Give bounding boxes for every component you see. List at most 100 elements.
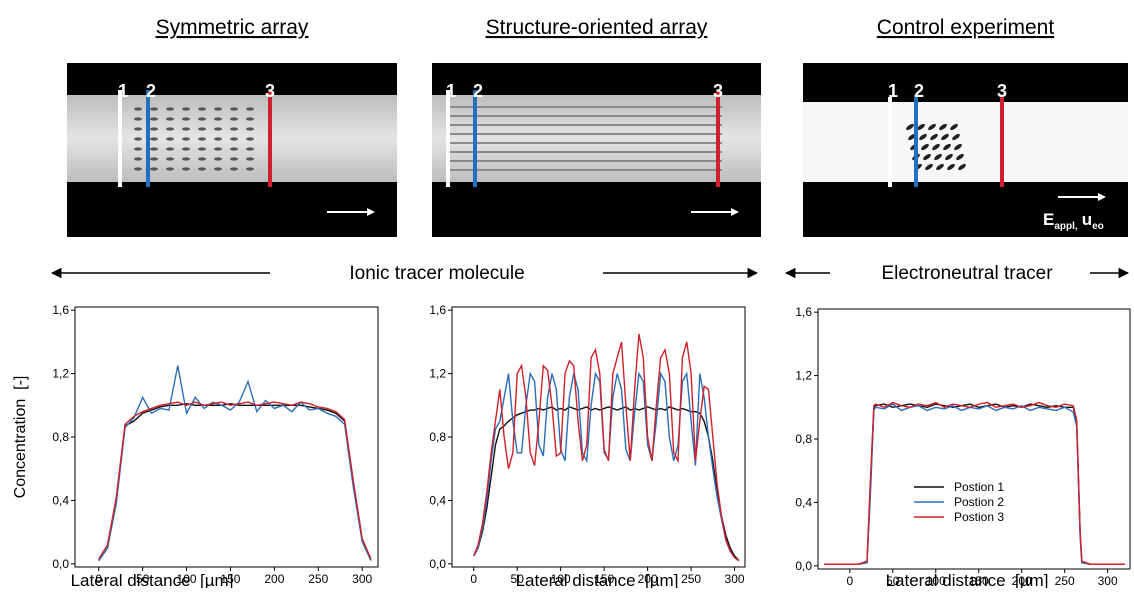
pillar [214,107,222,111]
x-tick-label: 150 [594,572,614,586]
x-tick-label: 150 [220,572,240,586]
pillar [928,123,936,131]
pillar [908,133,916,141]
flow-arrow-head [1098,193,1106,201]
series-line [98,401,372,560]
y-tick-label: 0,4 [795,495,812,509]
plot-frame [817,308,1131,570]
x-tick-label: 200 [1012,574,1032,588]
pillar [198,107,206,111]
pillar [134,117,142,121]
x-tick-label: 250 [681,572,701,586]
x-tick-label: 50 [136,572,150,586]
x-tick-label: 250 [1055,574,1075,588]
legend-label: Postion 3 [954,510,1004,524]
pillar [198,157,206,161]
y-tick-label: 1,2 [52,367,69,381]
pillar [214,147,222,151]
pillar [150,127,158,131]
pillar [134,107,142,111]
pillar [214,157,222,161]
x-tick-label: 50 [511,572,525,586]
y-axis-title: Concentration [-] [12,376,29,499]
pillar [941,133,949,141]
pillar [182,127,190,131]
position-marker [473,90,477,187]
pillar [952,133,960,141]
pillar [917,123,925,131]
x-tick-label: 0 [95,572,102,586]
pillar [214,117,222,121]
pillar [134,137,142,141]
pillar [230,147,238,151]
position-marker [146,90,150,187]
pillar [198,127,206,131]
x-tick-label: 300 [352,572,372,586]
series-line [473,333,740,562]
pillar [943,143,951,151]
field-label-part: E [1043,210,1054,229]
x-tick-label: 100 [177,572,197,586]
pillar [214,167,222,171]
x-tick-label: 300 [1098,574,1118,588]
pillar [150,167,158,171]
annotation: Electroneutral tracer [881,263,1053,284]
pillar [246,157,254,161]
y-tick-label: 1,2 [795,369,812,383]
pillar [939,123,947,131]
pillar [230,107,238,111]
pillar [246,167,254,171]
panel-title: Symmetric array [156,16,309,39]
pillar [945,153,953,161]
y-tick-label: 0,0 [795,559,812,573]
x-tick-label: 300 [725,572,745,586]
pillar [958,163,966,171]
pillar [166,167,174,171]
y-tick-label: 0,0 [429,557,446,571]
y-tick-label: 0,8 [429,430,446,444]
marker-label: 3 [265,81,275,101]
y-tick-label: 1,6 [52,303,69,317]
pillar [182,147,190,151]
pillar [166,117,174,121]
x-tick-label: 200 [638,572,658,586]
marker-label: 1 [888,81,898,101]
pillar [214,137,222,141]
pillar [182,117,190,121]
pillar [134,127,142,131]
field-label-part: appl, [1054,221,1078,232]
pillar [198,137,206,141]
pillar [950,123,958,131]
pillar [246,107,254,111]
field-label-part: eo [1092,221,1104,232]
pillar [246,137,254,141]
y-tick-label: 0,8 [795,432,812,446]
pillar [921,143,929,151]
marker-label: 2 [146,81,156,101]
series-line [473,406,740,562]
field-label-part: u [1082,210,1092,229]
x-axis-title: Lateral distance [µm] [886,571,1049,588]
pillar [246,117,254,121]
pillar [182,137,190,141]
marker-label: 1 [118,81,128,101]
position-marker [716,90,720,187]
series-line [824,401,1125,565]
x-tick-label: 100 [926,574,946,588]
y-tick-label: 0,4 [429,493,446,507]
channel [803,102,1128,182]
y-tick-label: 1,2 [429,367,446,381]
y-tick-label: 0,8 [52,430,69,444]
pillar [954,143,962,151]
marker-label: 1 [446,81,456,101]
pillar [919,133,927,141]
y-tick-label: 0,0 [52,557,69,571]
x-tick-label: 100 [551,572,571,586]
pillar [923,153,931,161]
flow-arrow-head [731,208,739,216]
pillar [947,163,955,171]
position-marker [118,90,122,187]
pillar [166,107,174,111]
